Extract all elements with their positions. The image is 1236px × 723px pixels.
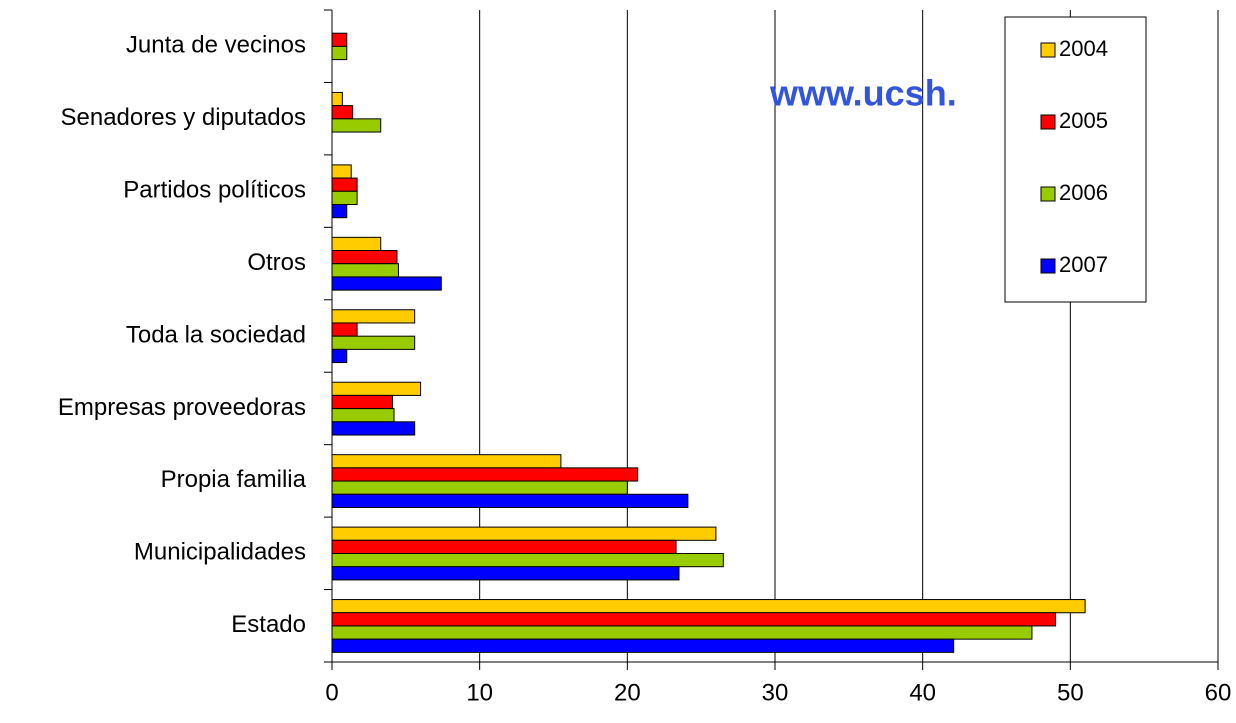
bar <box>331 394 394 410</box>
bar <box>331 638 955 653</box>
x-tick-label: 40 <box>909 679 936 706</box>
x-tick-label: 10 <box>466 679 493 706</box>
bar <box>331 177 358 192</box>
bar <box>331 32 348 47</box>
y-tick-label: Municipalidades <box>134 539 306 566</box>
bar <box>331 421 416 436</box>
bar <box>331 408 395 423</box>
legend-swatch <box>1040 114 1056 130</box>
x-tick-label: 30 <box>762 679 789 706</box>
y-tick-label: Senadores y diputados <box>60 104 306 131</box>
bar <box>331 566 680 581</box>
bar <box>331 454 562 469</box>
bar <box>331 276 442 291</box>
x-tick-label: 20 <box>614 679 641 706</box>
y-tick-label: Partidos políticos <box>123 176 306 203</box>
bar <box>331 335 416 350</box>
watermark: www.ucsh. <box>769 73 957 114</box>
y-tick-label: Propia familia <box>161 466 307 493</box>
bar <box>331 467 639 482</box>
bar <box>331 348 348 364</box>
bar <box>331 381 422 396</box>
bar <box>331 625 1033 640</box>
y-tick-label: Estado <box>231 611 306 638</box>
legend-label: 2004 <box>1059 36 1108 61</box>
bar <box>331 190 358 205</box>
bar <box>331 539 677 555</box>
legend-box <box>1004 16 1147 303</box>
x-tick-label: 50 <box>1057 679 1084 706</box>
bar <box>331 250 398 265</box>
legend-label: 2005 <box>1059 108 1108 133</box>
y-tick-label: Junta de vecinos <box>126 32 306 59</box>
x-tick-label: 0 <box>325 679 338 706</box>
legend-label: 2006 <box>1059 180 1108 205</box>
bar <box>331 309 416 324</box>
bar <box>331 599 1086 614</box>
bar <box>331 236 382 252</box>
bar <box>331 322 358 337</box>
bar <box>331 203 348 219</box>
legend-swatch <box>1040 186 1056 202</box>
bar <box>331 553 724 568</box>
bar <box>331 612 1057 627</box>
bar <box>331 164 352 179</box>
bar <box>331 118 382 133</box>
legend-swatch <box>1040 42 1056 58</box>
bar <box>331 91 343 107</box>
y-tick-label: Otros <box>247 249 306 276</box>
bar <box>331 480 628 495</box>
bar <box>331 263 399 278</box>
bar <box>331 526 717 541</box>
bar <box>331 105 354 120</box>
bar <box>331 493 689 508</box>
bar <box>331 45 348 61</box>
y-tick-label: Toda la sociedad <box>126 321 306 348</box>
x-tick-label: 60 <box>1205 679 1232 706</box>
legend-label: 2007 <box>1059 252 1108 277</box>
y-tick-label: Empresas proveedoras <box>58 394 306 421</box>
legend-swatch <box>1040 258 1056 274</box>
